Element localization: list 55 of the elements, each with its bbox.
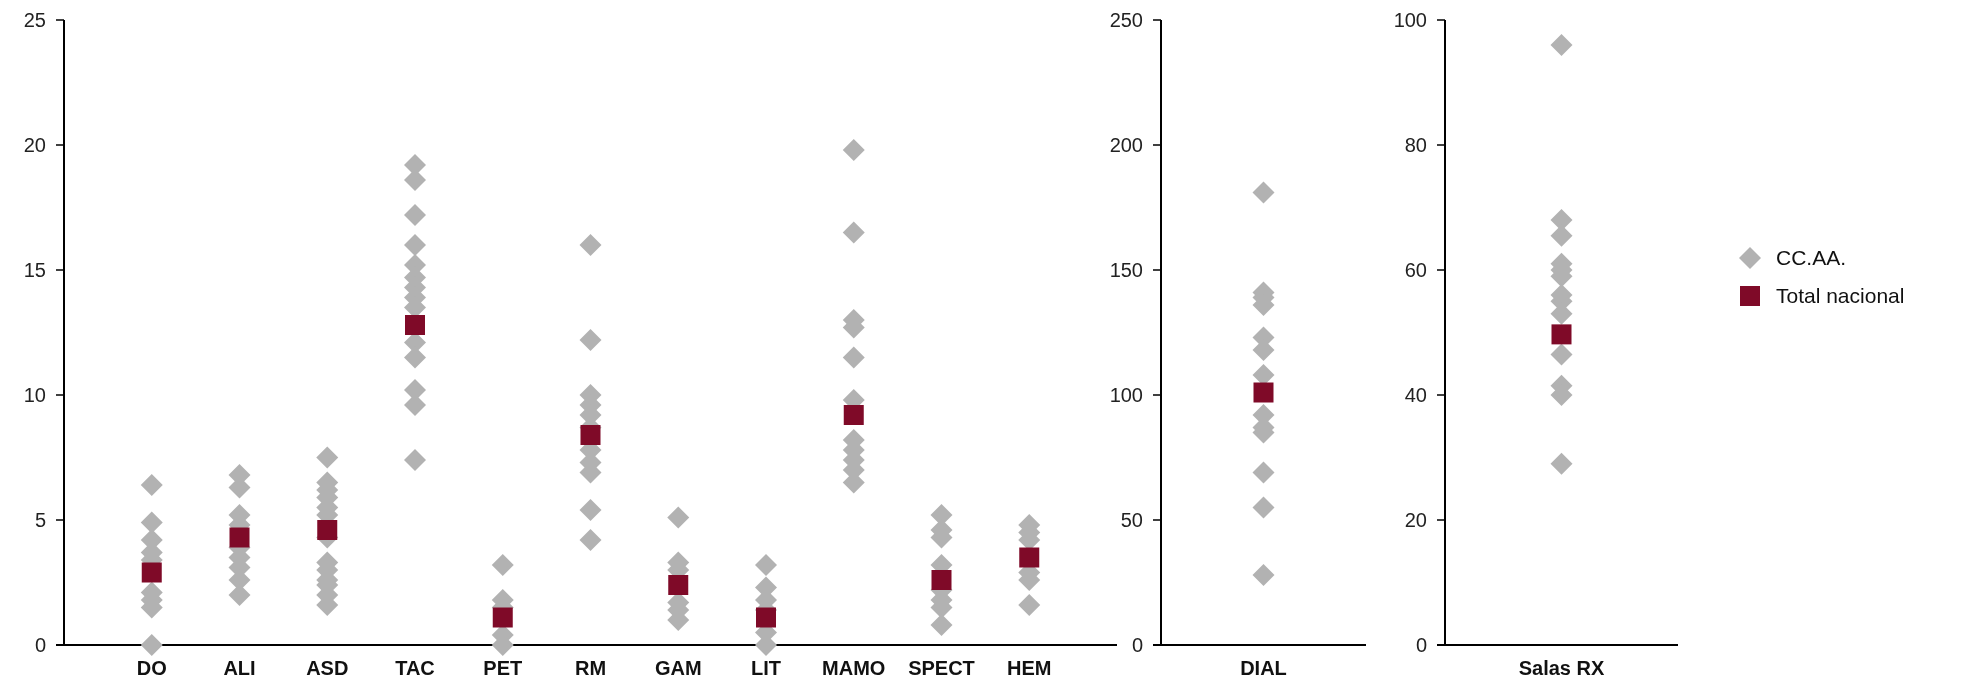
- legend-label: Total nacional: [1776, 284, 1905, 308]
- point: [668, 575, 689, 595]
- x-tick-label: HEM: [1007, 657, 1052, 679]
- y-tick-label: 40: [1404, 384, 1427, 406]
- x-tick-label: TAC: [395, 657, 435, 679]
- point: [141, 562, 162, 583]
- y-tick-label: 100: [1109, 384, 1143, 406]
- y-tick-label: 150: [1109, 259, 1143, 281]
- point: [1252, 496, 1275, 519]
- point: [1253, 382, 1274, 403]
- point: [1550, 452, 1573, 475]
- y-tick-label: 50: [1120, 509, 1143, 531]
- point: [1252, 364, 1275, 386]
- point: [229, 527, 250, 548]
- x-tick-label: DO: [136, 657, 167, 679]
- x-tick-label: LIT: [751, 657, 781, 679]
- y-tick-label: 0: [1415, 634, 1427, 656]
- y-tick-label: 25: [23, 9, 46, 31]
- x-tick-label: GAM: [654, 657, 702, 679]
- legend-label: CC.AA.: [1776, 246, 1847, 270]
- point: [1550, 343, 1573, 366]
- x-tick-label: DIAL: [1240, 657, 1287, 679]
- point: [1252, 564, 1275, 586]
- point: [843, 405, 864, 425]
- x-tick-label: ASD: [306, 657, 349, 679]
- x-tick-label: SPECT: [908, 657, 975, 679]
- point: [1019, 547, 1040, 568]
- y-tick-label: 60: [1404, 259, 1427, 281]
- x-tick-label: MAMO: [822, 657, 886, 679]
- x-tick-label: RM: [574, 657, 607, 679]
- y-tick-label: 15: [23, 259, 46, 281]
- x-tick-label: ALI: [223, 657, 256, 679]
- point: [931, 570, 952, 590]
- point: [317, 520, 338, 540]
- point: [1550, 34, 1573, 56]
- point: [492, 607, 513, 628]
- point: [580, 425, 601, 445]
- y-tick-label: 20: [23, 134, 46, 156]
- point: [1550, 209, 1573, 231]
- y-tick-label: 250: [1109, 9, 1143, 31]
- y-tick-label: 20: [1404, 509, 1427, 531]
- point: [405, 315, 425, 335]
- x-tick-label: Salas RX: [1518, 657, 1605, 679]
- y-tick-label: 10: [23, 384, 46, 406]
- y-tick-label: 200: [1109, 134, 1143, 156]
- point: [756, 607, 776, 628]
- point: [1551, 324, 1572, 345]
- point: [1252, 181, 1275, 204]
- y-tick-label: 0: [34, 634, 46, 656]
- y-tick-label: 80: [1404, 134, 1427, 156]
- point: [1252, 461, 1275, 484]
- y-tick-label: 5: [34, 509, 46, 531]
- x-tick-label: PET: [483, 657, 523, 679]
- y-tick-label: 0: [1131, 634, 1143, 656]
- y-tick-label: 100: [1393, 9, 1427, 31]
